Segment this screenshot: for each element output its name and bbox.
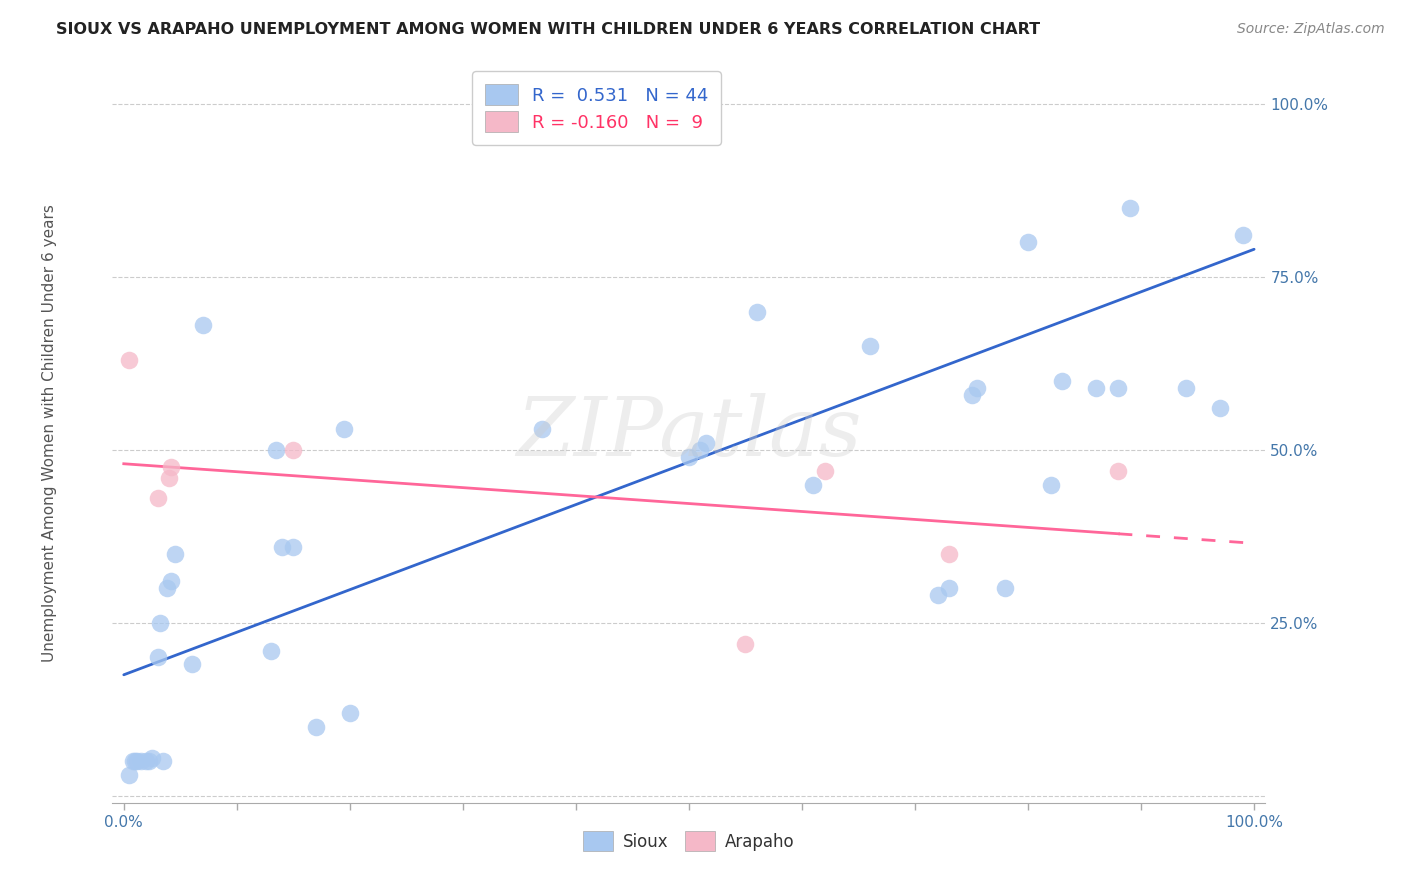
Point (1107, 381, 1129, 395)
Point (859, 339, 882, 353)
Point (938, 582, 960, 596)
Point (135, 754, 157, 768)
Point (283, 442, 305, 457)
Point (160, 574, 183, 589)
Point (994, 582, 1017, 596)
Point (146, 491, 169, 506)
Point (118, 353, 141, 368)
Point (1050, 374, 1073, 388)
Point (152, 754, 174, 768)
Point (157, 470, 180, 484)
Point (129, 754, 152, 768)
Point (801, 477, 824, 491)
Point (1017, 235, 1039, 250)
Point (1107, 464, 1129, 478)
Point (163, 547, 186, 561)
Point (266, 442, 288, 457)
Point (927, 588, 949, 602)
Point (938, 547, 960, 561)
Point (1209, 401, 1232, 416)
Legend: Sioux, Arapaho: Sioux, Arapaho (576, 825, 801, 857)
Point (146, 650, 169, 665)
Point (1039, 477, 1062, 491)
Point (191, 318, 214, 333)
Point (1119, 201, 1142, 215)
Point (339, 706, 361, 720)
Point (1232, 228, 1254, 243)
Point (734, 637, 756, 651)
Point (813, 464, 835, 478)
Point (966, 381, 988, 395)
Text: ZIPatlas: ZIPatlas (516, 392, 862, 473)
Point (121, 754, 143, 768)
Text: Unemployment Among Women with Children Under 6 years: Unemployment Among Women with Children U… (42, 203, 56, 662)
Point (127, 754, 149, 768)
Point (1084, 381, 1107, 395)
Text: Source: ZipAtlas.com: Source: ZipAtlas.com (1237, 22, 1385, 37)
Point (138, 754, 160, 768)
Point (160, 460, 183, 475)
Point (745, 304, 768, 318)
Point (260, 643, 283, 657)
Point (149, 615, 172, 630)
Point (180, 657, 202, 672)
Point (960, 387, 983, 401)
Point (689, 442, 711, 457)
Point (1175, 381, 1198, 395)
Point (530, 422, 553, 436)
Point (124, 754, 146, 768)
Point (678, 450, 700, 464)
Point (283, 540, 305, 554)
Point (141, 751, 163, 765)
Point (156, 582, 179, 596)
Point (333, 422, 356, 436)
Point (305, 720, 328, 734)
Point (695, 436, 717, 450)
Text: SIOUX VS ARAPAHO UNEMPLOYMENT AMONG WOMEN WITH CHILDREN UNDER 6 YEARS CORRELATIO: SIOUX VS ARAPAHO UNEMPLOYMENT AMONG WOME… (56, 22, 1040, 37)
Point (118, 768, 141, 782)
Point (271, 540, 294, 554)
